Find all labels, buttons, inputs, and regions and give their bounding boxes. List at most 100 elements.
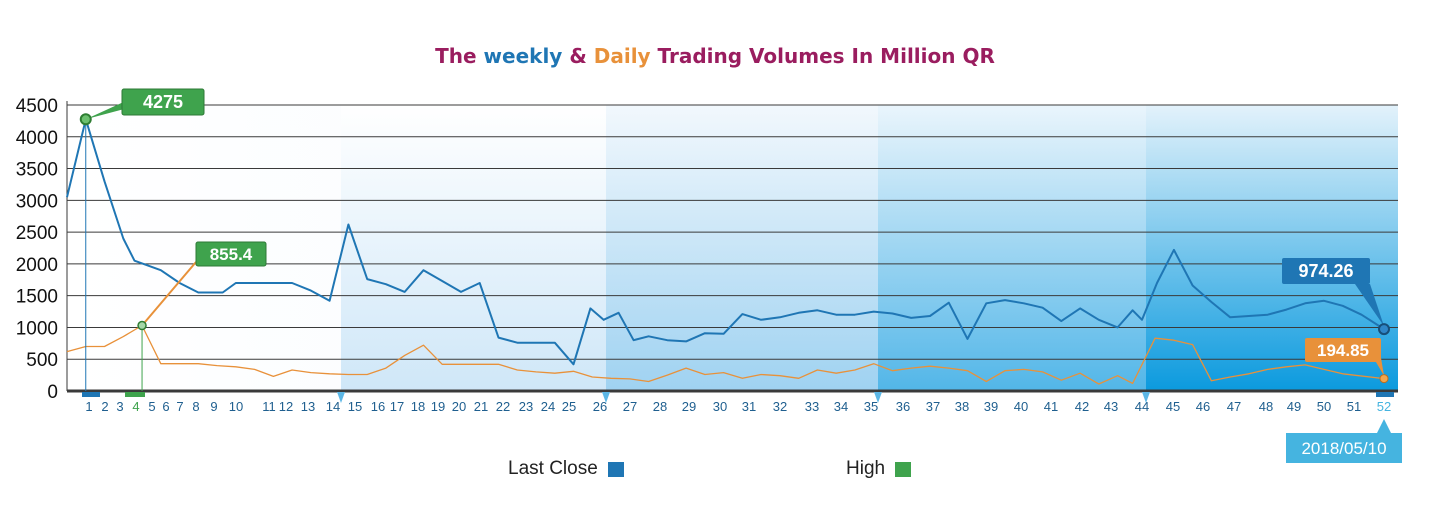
last-daily-marker bbox=[1379, 374, 1389, 384]
gridlines bbox=[66, 101, 1398, 393]
x-tick-21: 21 bbox=[474, 399, 488, 414]
tick-marker-1 bbox=[82, 392, 100, 397]
x-tick-46: 46 bbox=[1196, 399, 1210, 414]
x-tick-23: 23 bbox=[519, 399, 533, 414]
x-tick-35: 35 bbox=[864, 399, 878, 414]
x-tick-9: 9 bbox=[210, 399, 217, 414]
peak-weekly-pointer bbox=[85, 100, 128, 120]
legend-high: High bbox=[846, 458, 912, 480]
x-tick-18: 18 bbox=[411, 399, 425, 414]
last-weekly-value: 974.26 bbox=[1298, 261, 1353, 281]
legend-high-swatch bbox=[895, 461, 912, 477]
x-tick-30: 30 bbox=[713, 399, 727, 414]
x-tick-39: 39 bbox=[984, 399, 998, 414]
band-3 bbox=[878, 105, 1146, 391]
x-tick-22: 22 bbox=[496, 399, 510, 414]
peak-daily-marker bbox=[137, 320, 147, 331]
x-tick-1: 1 bbox=[85, 399, 92, 414]
x-tick-15: 15 bbox=[348, 399, 362, 414]
x-tick-40: 40 bbox=[1014, 399, 1028, 414]
band-2 bbox=[606, 105, 878, 391]
y-tick-1000: 1000 bbox=[16, 318, 58, 339]
legend-last-close-label: Last Close bbox=[508, 458, 598, 479]
peak-daily-pointer bbox=[141, 261, 197, 327]
x-tick-4: 4 bbox=[132, 399, 139, 414]
x-tick-11: 11 bbox=[262, 399, 276, 414]
peak-daily-box bbox=[195, 241, 267, 267]
title-part3: Trading Volumes In Million QR bbox=[650, 44, 995, 68]
x-tick-8: 8 bbox=[192, 399, 199, 414]
series-lines bbox=[66, 118, 1385, 385]
band-1 bbox=[341, 105, 606, 391]
peak-weekly-box bbox=[121, 88, 205, 116]
x-tick-44: 44 bbox=[1135, 399, 1149, 414]
x-tick-19: 19 bbox=[431, 399, 445, 414]
date-box bbox=[1286, 433, 1402, 463]
legend-last-close: Last Close bbox=[508, 458, 624, 480]
x-tick-49: 49 bbox=[1287, 399, 1301, 414]
y-tick-500: 500 bbox=[26, 350, 58, 371]
date-label: 2018/05/10 bbox=[1301, 439, 1386, 458]
x-tick-28: 28 bbox=[653, 399, 667, 414]
y-tick-0: 0 bbox=[47, 382, 58, 403]
last-weekly-box bbox=[1282, 258, 1370, 284]
x-tick-42: 42 bbox=[1075, 399, 1089, 414]
tick-marker-4 bbox=[125, 392, 145, 397]
band-marker-44 bbox=[1142, 392, 1150, 403]
chart-title: The weekly & Daily Trading Volumes In Mi… bbox=[0, 44, 1430, 68]
title-part2: & bbox=[562, 44, 594, 68]
series-weekly-line bbox=[66, 118, 1385, 366]
x-tick-50: 50 bbox=[1317, 399, 1331, 414]
y-tick-2500: 2500 bbox=[16, 223, 58, 244]
x-tick-47: 47 bbox=[1227, 399, 1241, 414]
date-pointer bbox=[1377, 419, 1391, 433]
x-tick-10: 10 bbox=[229, 399, 243, 414]
x-tick-37: 37 bbox=[926, 399, 940, 414]
peak-weekly-marker bbox=[79, 113, 92, 126]
x-tick-14: 14 bbox=[326, 399, 340, 414]
legend-last-close-swatch bbox=[607, 461, 624, 477]
band-marker-26 bbox=[602, 392, 610, 403]
x-tick-3: 3 bbox=[116, 399, 123, 414]
title-part1: The bbox=[435, 44, 484, 68]
x-tick-25: 25 bbox=[562, 399, 576, 414]
y-tick-3000: 3000 bbox=[16, 191, 58, 212]
title-daily: Daily bbox=[593, 44, 651, 68]
last-daily-box bbox=[1305, 338, 1381, 362]
series-daily-line bbox=[66, 324, 1385, 385]
y-tick-1500: 1500 bbox=[16, 287, 58, 308]
x-tick-24: 24 bbox=[541, 399, 555, 414]
x-tick-31: 31 bbox=[742, 399, 756, 414]
last-weekly-marker bbox=[1378, 323, 1390, 336]
y-tick-3500: 3500 bbox=[16, 160, 58, 181]
y-tick-2000: 2000 bbox=[16, 255, 58, 276]
x-tick-43: 43 bbox=[1104, 399, 1118, 414]
title-weekly: weekly bbox=[483, 44, 563, 68]
x-tick-34: 34 bbox=[834, 399, 848, 414]
tick-marker-52 bbox=[1376, 392, 1394, 397]
x-tick-7: 7 bbox=[176, 399, 183, 414]
y-axis-ticks: 0 500 1000 1500 2000 2500 3000 3500 4000 4500 bbox=[16, 96, 58, 403]
x-tick-12: 12 bbox=[279, 399, 293, 414]
x-tick-38: 38 bbox=[955, 399, 969, 414]
y-tick-4000: 4000 bbox=[16, 128, 58, 149]
last-daily-value: 194.85 bbox=[1317, 341, 1369, 360]
peak-daily-value: 855.4 bbox=[210, 245, 253, 264]
x-tick-27: 27 bbox=[623, 399, 637, 414]
x-tick-29: 29 bbox=[682, 399, 696, 414]
x-tick-2: 2 bbox=[101, 399, 108, 414]
x-tick-51: 51 bbox=[1347, 399, 1361, 414]
x-tick-52: 52 bbox=[1377, 399, 1391, 414]
background-bands bbox=[67, 105, 1398, 391]
x-tick-26: 26 bbox=[593, 399, 607, 414]
x-tick-48: 48 bbox=[1259, 399, 1273, 414]
x-tick-5: 5 bbox=[148, 399, 155, 414]
x-tick-32: 32 bbox=[773, 399, 787, 414]
x-tick-6: 6 bbox=[162, 399, 169, 414]
x-tick-45: 45 bbox=[1166, 399, 1180, 414]
band-marker-35 bbox=[874, 392, 882, 403]
x-tick-16: 16 bbox=[371, 399, 385, 414]
x-axis-ticks: 1 2 3 4 5 6 7 8 9 10 11 12 13 14 15 16 17 18 19 20 21 22 23 24 2… bbox=[82, 392, 1394, 414]
